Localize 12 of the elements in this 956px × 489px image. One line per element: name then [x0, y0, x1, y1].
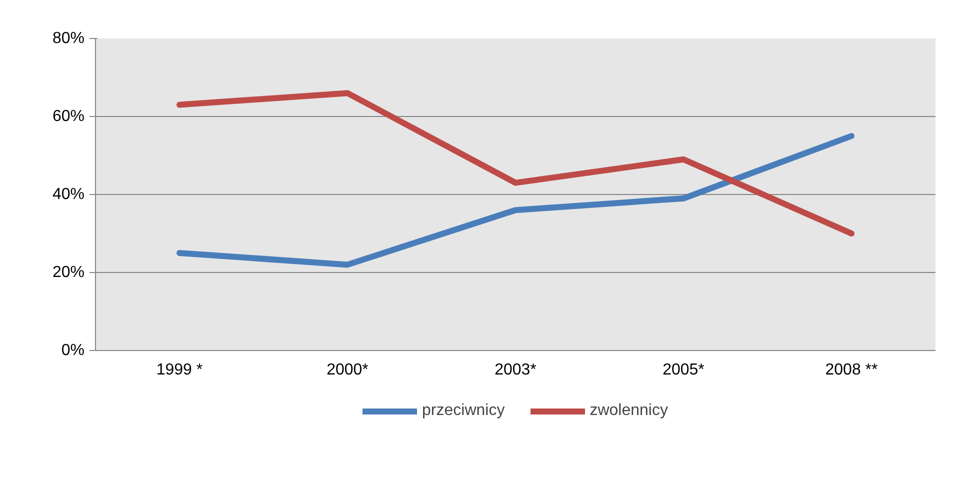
y-tick-label: 0% [61, 342, 84, 359]
x-tick-label: 2003* [494, 362, 536, 378]
y-tick-label: 40% [52, 186, 85, 203]
y-tick-label: 60% [52, 108, 85, 125]
x-tick-label: 2000* [326, 362, 368, 378]
y-tick-label: 80% [52, 30, 85, 47]
legend-label: zwolennicy [590, 402, 668, 420]
legend-label: przeciwnicy [422, 402, 505, 420]
x-tick-label: 1999 * [156, 362, 203, 378]
x-tick-label: 2005* [662, 362, 704, 378]
x-tick-label: 2008 ** [825, 362, 878, 378]
y-tick-label: 20% [52, 264, 85, 281]
